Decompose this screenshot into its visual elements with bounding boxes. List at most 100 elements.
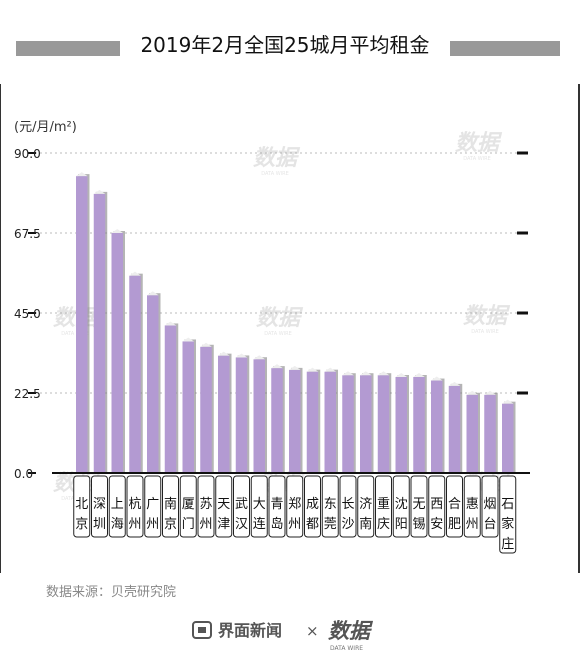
category-label-box [357,475,375,538]
category-label-char: 京 [75,517,88,532]
category-label-char: 西 [430,497,443,512]
bar [413,377,425,473]
category-label-box [250,475,268,538]
category-label-char: 连 [253,516,266,532]
bar [129,275,141,473]
bar [200,346,212,473]
category-label-char: 成 [306,497,319,512]
category-label-char: 大 [253,497,266,512]
category-label-char: 沙 [341,517,354,532]
category-label-char: 广 [146,497,159,512]
category-label-char: 无 [412,497,425,512]
category-label-box [375,475,392,538]
news-logo-icon [192,621,212,639]
bar [324,371,336,473]
category-label-char: 郑 [288,497,301,512]
category-label-char: 庆 [377,517,390,532]
category-label-box [179,475,197,538]
category-label-box [446,475,463,538]
category-labels-layer: 北京深圳上海杭州广州南京厦门苏州天津武汉大连青岛郑州成都东莞长沙济南重庆沈阳无锡… [73,475,517,554]
category-label-box [463,475,481,538]
category-label: 成都 [304,475,321,538]
watermark-text: 数据 [256,305,304,331]
category-label-box [392,475,410,538]
footer-brand-2: 数据 [328,618,374,643]
category-label: 长沙 [339,475,357,538]
category-label-char: 汉 [235,517,248,532]
footer-brand-2-sub: DATA WIRE [330,645,363,652]
watermark-text: 数据 [455,130,503,156]
category-label-char: 合 [448,497,461,512]
bar [271,368,283,473]
category-label-char: 州 [128,517,141,532]
category-label-char: 家 [501,516,514,532]
category-label-char: 东 [324,497,337,512]
category-label-box [410,475,428,538]
category-label: 沈阳 [392,475,410,538]
category-label-box [268,475,286,538]
bar [502,403,514,473]
category-label: 杭州 [126,475,144,538]
category-label-char: 长 [341,497,354,512]
bar [484,394,496,473]
category-label: 北京 [73,475,91,538]
bar-cap [342,371,354,376]
bar [466,394,478,473]
bar-cap [164,321,177,326]
category-label-char: 深 [93,497,106,512]
bar [306,371,319,473]
category-label: 上海 [108,475,126,538]
footer-times: × [306,622,319,640]
bar-cap [218,351,230,356]
bar-cap [448,381,461,386]
y-tick-label: 90.0 [14,147,41,161]
category-label-box [428,475,446,538]
category-label: 惠州 [463,475,481,538]
bar-cap [502,399,514,404]
bar-cap [466,390,478,395]
bar [235,357,248,473]
y-tick-label: 45.0 [14,307,41,321]
bar-cap [200,342,212,347]
bar [289,369,301,473]
category-label-box [197,475,215,538]
bar [395,377,407,473]
watermark-sub: DATA WIRE [264,331,292,337]
bar-cap [324,367,336,372]
bar-cap [395,373,407,377]
bar [164,325,177,473]
category-label-char: 北 [75,497,88,512]
category-label-char: 青 [270,497,283,512]
category-label-char: 杭 [128,497,141,512]
y-tick-label: 67.5 [14,227,41,241]
bar [448,385,461,473]
bar [182,341,194,473]
category-label-char: 莞 [324,517,337,532]
category-label-box [339,475,357,538]
watermark-text: 数据 [253,145,301,171]
bar-cap [360,371,372,376]
category-label: 无锡 [410,475,428,538]
category-label-box [321,475,339,538]
bar-cap [182,337,194,342]
category-label-box [162,475,179,538]
category-label-char: 安 [430,517,443,532]
category-label: 天津 [215,475,233,538]
category-label-box [73,475,91,538]
bar [253,359,265,473]
category-label-box [233,475,250,538]
category-label-char: 石 [501,497,514,512]
category-label: 合肥 [446,475,463,538]
category-label: 济南 [357,475,375,538]
category-label-char: 烟 [483,497,496,512]
category-label-char: 岛 [270,516,283,532]
category-label-char: 苏 [199,496,212,512]
category-label-char: 津 [217,517,230,532]
bar-cap [271,364,283,369]
category-label: 重庆 [375,475,392,538]
